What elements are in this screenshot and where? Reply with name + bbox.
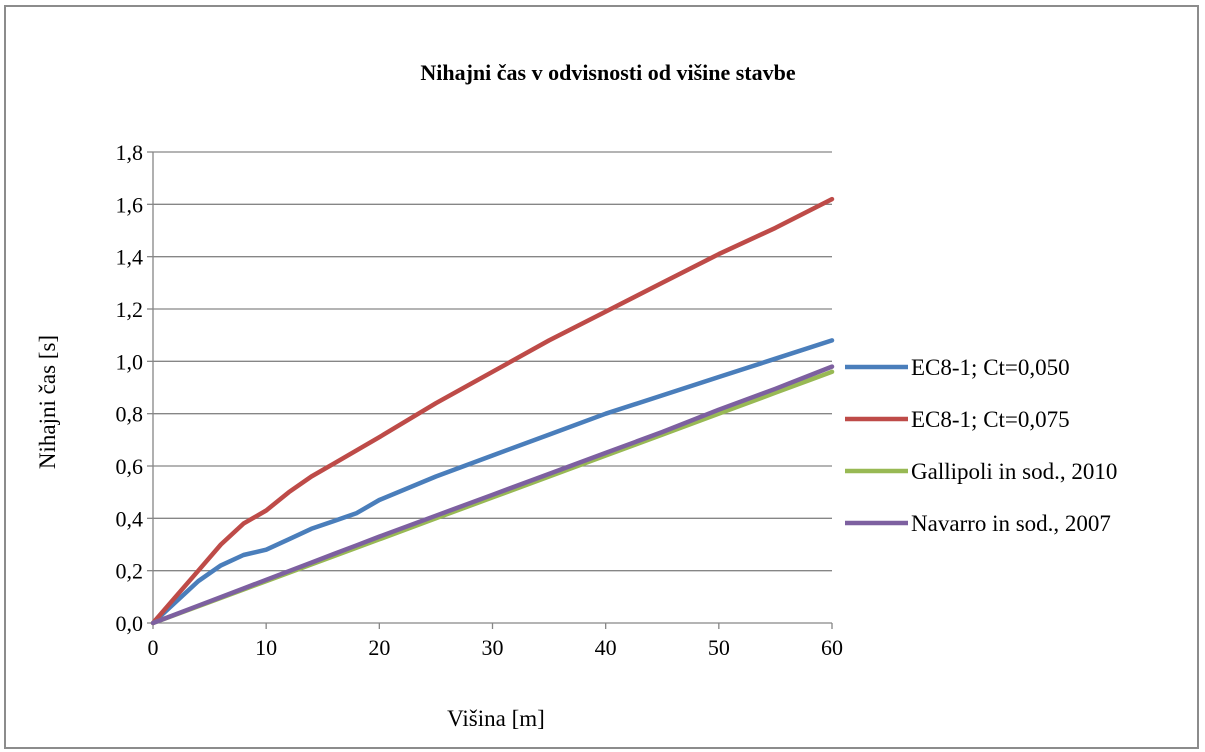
series-line-4 (150, 364, 835, 626)
y-tick-label: 1,4 (116, 245, 144, 270)
x-tick-label: 60 (821, 635, 843, 660)
axes (152, 152, 833, 629)
x-tick-label: 30 (482, 635, 504, 660)
x-tick-label: 40 (595, 635, 617, 660)
legend-label: EC8-1; Ct=0,075 (911, 407, 1070, 432)
y-tick-label: 1,2 (116, 297, 144, 322)
y-axis-label: Nihajni čas [s] (35, 335, 60, 469)
y-tick-label: 0,4 (116, 506, 144, 531)
legend: EC8-1; Ct=0,050 EC8-1; Ct=0,075 Gallipoli … (845, 355, 1117, 536)
y-tick-label: 0,6 (116, 454, 144, 479)
chart-title: Nihajni čas v odvisnosti od višine stavb… (420, 60, 796, 85)
x-tick-label: 10 (255, 635, 277, 660)
x-tick-labels: 0 10 20 30 40 50 60 (148, 635, 844, 660)
gridlines (147, 151, 832, 624)
y-tick-label: 0,2 (116, 559, 144, 584)
y-tick-labels: 0,0 0,2 0,4 0,6 0,8 1,0 1,2 1,4 1,6 1,8 (116, 140, 144, 636)
legend-label: Gallipoli in sod., 2010 (911, 459, 1117, 484)
x-tick-label: 50 (708, 635, 730, 660)
legend-label: Navarro in sod., 2007 (911, 511, 1111, 536)
x-axis-label: Višina [m] (447, 706, 545, 731)
legend-label: EC8-1; Ct=0,050 (911, 355, 1070, 380)
chart-frame (4, 5, 1199, 749)
y-tick-label: 0,8 (116, 402, 144, 427)
y-tick-label: 0,0 (116, 611, 144, 636)
x-tick-label: 0 (148, 635, 159, 660)
y-tick-label: 1,0 (116, 349, 144, 374)
series-line-1 (150, 338, 835, 626)
series-lines (150, 196, 835, 626)
y-tick-label: 1,6 (116, 192, 144, 217)
series-line-2 (150, 196, 835, 626)
y-tick-label: 1,8 (116, 140, 144, 165)
x-tick-label: 20 (368, 635, 390, 660)
